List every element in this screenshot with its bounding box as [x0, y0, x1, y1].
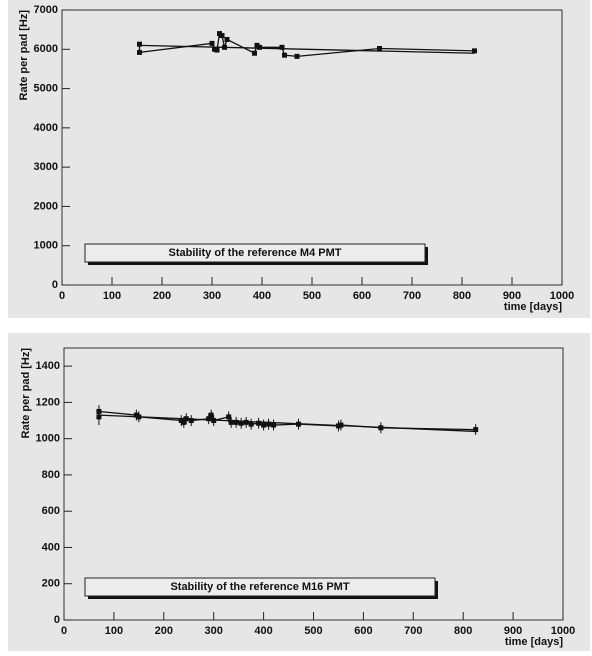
y-tick-label: 0	[52, 279, 58, 291]
chart-title: Stability of the reference M16 PMT	[170, 581, 349, 593]
x-tick-label: 800	[453, 290, 471, 302]
x-tick-label: 500	[304, 625, 322, 637]
y-tick-label: 1400	[36, 360, 60, 372]
y-tick-label: 1000	[34, 240, 58, 252]
y-tick-label: 7000	[34, 4, 58, 16]
data-point	[181, 419, 187, 425]
x-tick-label: 0	[61, 625, 67, 637]
x-tick-label: 300	[203, 290, 221, 302]
data-point	[137, 41, 142, 47]
data-point	[233, 419, 239, 425]
y-tick-label: 200	[42, 578, 60, 590]
data-point	[228, 419, 234, 425]
data-point	[271, 422, 277, 428]
data-point	[219, 33, 225, 39]
x-tick-label: 600	[354, 625, 372, 637]
x-tick-label: 100	[105, 625, 123, 637]
y-tick-label: 800	[42, 469, 60, 481]
data-point	[188, 418, 194, 424]
x-tick-label: 700	[403, 290, 421, 302]
y-axis-label: Rate per pad [Hz]	[20, 348, 32, 439]
data-point	[224, 36, 230, 42]
data-point	[209, 40, 215, 46]
x-tick-label: 1000	[551, 625, 575, 637]
y-tick-label: 0	[54, 614, 60, 626]
x-axis-label: time [days]	[504, 301, 562, 313]
series-line	[98, 414, 476, 433]
x-tick-label: 400	[254, 625, 272, 637]
data-point	[266, 421, 272, 427]
data-point	[256, 420, 262, 426]
x-axis-label: time [days]	[505, 636, 563, 648]
y-axis-label: Rate per pad [Hz]	[18, 10, 30, 101]
x-tick-label: 900	[504, 625, 522, 637]
data-point	[472, 48, 477, 54]
x-tick-label: 200	[155, 625, 173, 637]
annotation-box	[84, 243, 426, 263]
data-point	[248, 421, 254, 427]
x-tick-label: 100	[103, 290, 121, 302]
data-point	[243, 419, 249, 425]
data-point	[279, 44, 285, 50]
data-point	[214, 47, 220, 53]
x-tick-label: 200	[153, 290, 171, 302]
y-tick-label: 3000	[34, 161, 58, 173]
x-tick-label: 700	[404, 625, 422, 637]
y-tick-label: 600	[42, 505, 60, 517]
data-point	[377, 46, 382, 51]
y-tick-label: 1000	[36, 433, 60, 445]
data-point	[257, 44, 262, 50]
data-point	[294, 53, 300, 59]
data-point	[473, 427, 479, 433]
data-point	[238, 420, 244, 426]
x-tick-label: 500	[303, 290, 321, 302]
data-point	[261, 422, 267, 428]
annotation-box	[84, 577, 436, 597]
y-tick-label: 4000	[34, 122, 58, 134]
x-tick-label: 600	[353, 290, 371, 302]
panel-background	[8, 333, 590, 651]
x-tick-label: 1000	[550, 290, 574, 302]
x-tick-label: 400	[253, 290, 271, 302]
panel-background	[8, 0, 590, 318]
data-point	[206, 416, 212, 422]
y-tick-label: 5000	[34, 82, 58, 94]
x-tick-label: 0	[59, 290, 65, 302]
y-tick-label: 2000	[34, 200, 58, 212]
x-tick-label: 900	[503, 290, 521, 302]
data-point	[96, 408, 102, 414]
series-line	[139, 44, 475, 54]
y-tick-label: 6000	[34, 43, 58, 55]
x-tick-label: 800	[454, 625, 472, 637]
data-point	[282, 52, 287, 58]
y-tick-label: 1200	[36, 396, 60, 408]
x-tick-label: 300	[205, 625, 223, 637]
chart-title: Stability of the reference M4 PMT	[169, 247, 342, 259]
data-point	[252, 50, 257, 56]
y-tick-label: 400	[42, 541, 60, 553]
data-point	[137, 49, 142, 55]
data-point	[226, 414, 232, 420]
data-point	[208, 412, 214, 418]
